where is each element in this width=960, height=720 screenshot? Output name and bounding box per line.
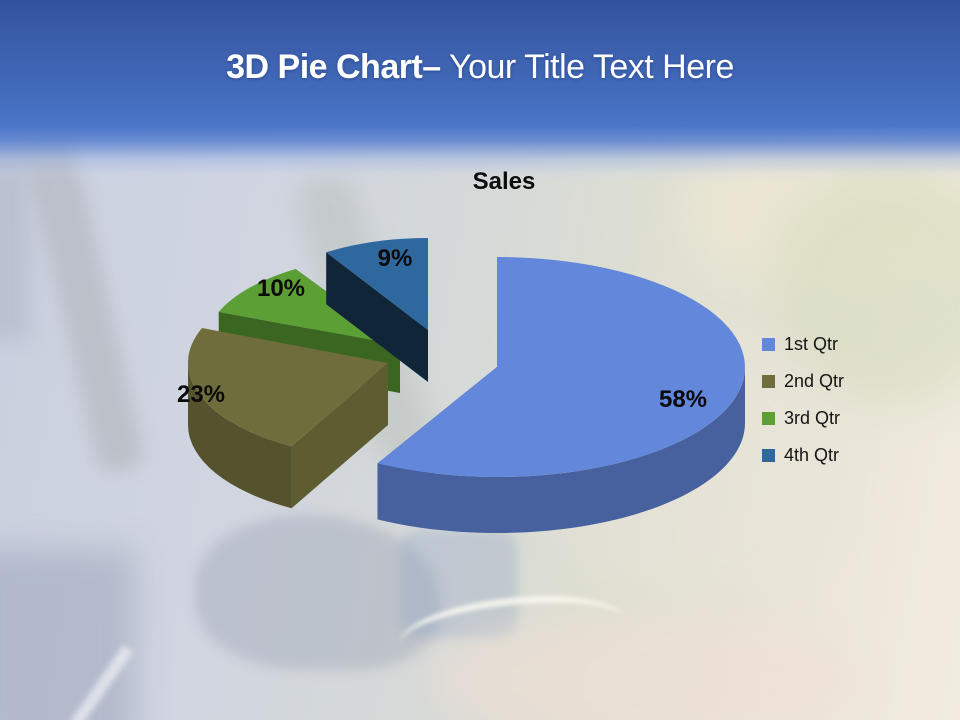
slice-label-3rd-qtr: 10%: [256, 275, 306, 302]
slide-title-bold: 3D Pie Chart–: [226, 48, 441, 86]
slice-label-2nd-qtr: 23%: [176, 381, 226, 408]
slice-label-4th-qtr: 9%: [377, 245, 413, 272]
legend-label: 2nd Qtr: [784, 371, 845, 391]
legend-label: 4th Qtr: [784, 445, 840, 465]
slide-title-regular: Your Title Text Here: [440, 48, 734, 86]
car-mirror-glass: [400, 530, 518, 638]
legend-label: 3rd Qtr: [784, 408, 841, 428]
slide-title: 3D Pie Chart– Your Title Text Here: [0, 0, 960, 86]
legend-swatch: [762, 449, 775, 462]
legend-swatch: [762, 338, 775, 351]
legend-swatch: [762, 375, 775, 388]
chart-legend: 1st Qtr 2nd Qtr 3rd Qtr 4th Qtr: [762, 334, 844, 466]
background-green-tint: [770, 165, 960, 405]
legend-item: 4th Qtr: [762, 445, 844, 466]
chart-title: Sales: [472, 168, 536, 195]
car-mirror-shape: [195, 515, 440, 670]
legend-swatch: [762, 412, 775, 425]
legend-item: 2nd Qtr: [762, 371, 844, 392]
background-corner-shade: [0, 550, 135, 720]
background-bottom-tint: [430, 615, 860, 720]
header-band: 3D Pie Chart– Your Title Text Here: [0, 0, 960, 185]
legend-item: 1st Qtr: [762, 334, 844, 355]
legend-item: 3rd Qtr: [762, 408, 844, 429]
legend-label: 1st Qtr: [784, 334, 839, 354]
slice-label-1st-qtr: 58%: [658, 386, 708, 413]
